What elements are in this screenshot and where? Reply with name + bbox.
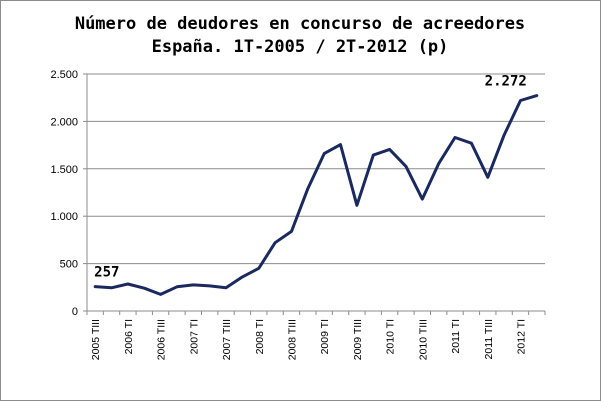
data-labels: 257 2.272 <box>94 74 527 281</box>
gridlines <box>87 73 545 265</box>
y-axis-ticks: 0 500 1.000 1.500 2.000 2.500 <box>50 69 87 318</box>
x-tick-label: 2011 TI <box>450 319 462 354</box>
x-tick-label: 2010 TI <box>385 319 397 354</box>
x-tick-label: 2011 TIII <box>483 319 495 359</box>
y-tick-label: 2.500 <box>50 69 78 81</box>
x-tick-label: 2005 TIII <box>90 319 102 360</box>
x-tick-label: 2008 TIII <box>286 319 298 360</box>
y-tick-label: 1.500 <box>50 164 78 176</box>
y-tick-label: 500 <box>60 259 78 271</box>
data-label: 257 <box>94 265 119 281</box>
x-tick-label: 2010 TIII <box>417 319 429 360</box>
y-tick-label: 1.000 <box>50 211 78 223</box>
series-line <box>93 94 539 296</box>
x-tick-label: 2007 TI <box>188 319 200 354</box>
x-tick-label: 2007 TIII <box>221 319 233 360</box>
chart-title-line-1: Número de deudores en concurso de acreed… <box>75 14 525 34</box>
y-tick-label: 2.000 <box>50 116 78 128</box>
x-tick-label: 2012 TI <box>515 319 527 354</box>
x-tick-label: 2009 TI <box>319 319 331 354</box>
x-tick-label: 2009 TIII <box>352 319 364 360</box>
data-label: 2.272 <box>485 74 527 90</box>
x-axis-ticks: 2005 TIII 2006 TI 2006 TIII 2007 TI 2007 TII… <box>86 311 546 360</box>
x-tick-label: 2006 TIII <box>156 319 168 360</box>
x-tick-label: 2008 TI <box>254 319 266 354</box>
chart-title-line-2: España. 1T-2005 / 2T-2012 (p) <box>152 37 449 57</box>
series <box>93 94 539 296</box>
y-tick-label: 0 <box>72 306 78 318</box>
x-tick-label: 2006 TI <box>123 319 135 354</box>
axes <box>86 74 545 312</box>
